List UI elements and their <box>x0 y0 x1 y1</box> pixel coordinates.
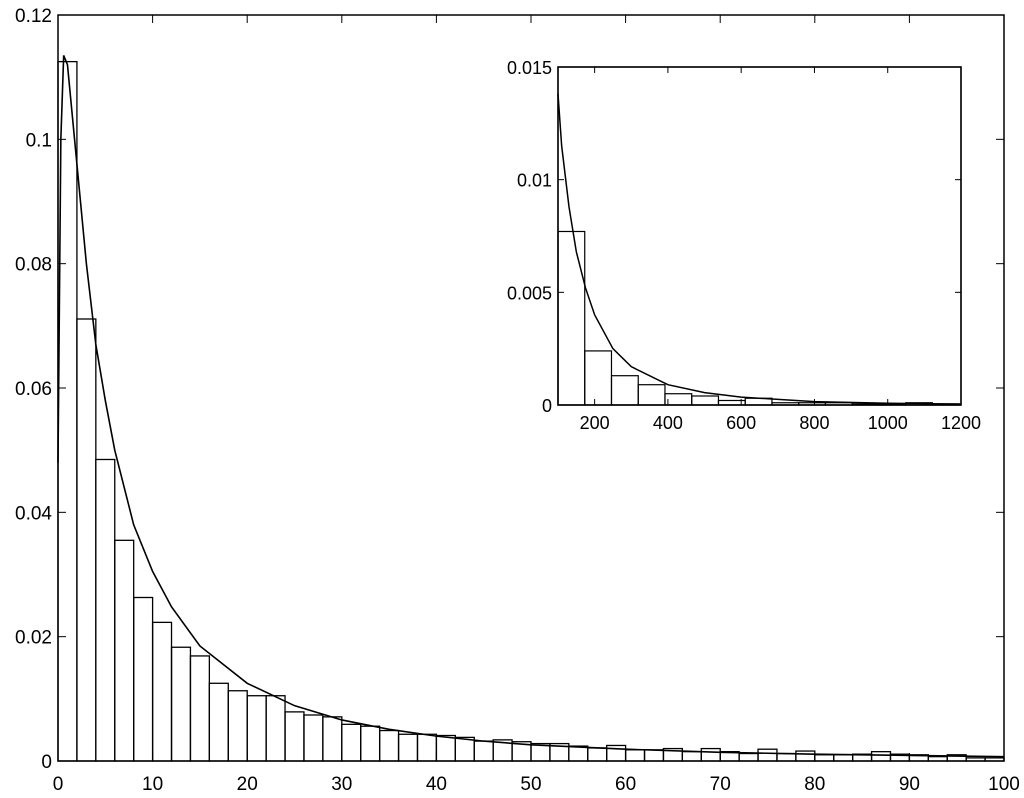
main-bar <box>701 749 720 761</box>
main-bar <box>872 752 891 761</box>
main-x-tick-label: 30 <box>331 774 352 795</box>
inset-x-tick-label: 400 <box>653 413 683 433</box>
main-x-tick-label: 10 <box>142 774 163 795</box>
main-bar <box>474 741 493 761</box>
main-bar <box>834 755 853 761</box>
main-bar <box>626 750 645 761</box>
main-x-tick-label: 0 <box>53 774 64 795</box>
main-x-tick-label: 20 <box>237 774 258 795</box>
main-bar <box>758 749 777 761</box>
main-bar <box>190 656 209 761</box>
inset-x-tick-label: 200 <box>580 413 610 433</box>
main-bar <box>172 647 191 761</box>
main-bar <box>285 712 304 761</box>
main-bar <box>417 734 436 761</box>
main-bar <box>134 598 153 762</box>
main-x-tick-label: 90 <box>899 774 920 795</box>
inset-y-tick-label: 0 <box>542 396 552 416</box>
main-bar <box>739 754 758 761</box>
main-y-tick-label: 0.02 <box>15 628 52 649</box>
main-bar <box>304 715 323 761</box>
main-bar <box>77 319 96 761</box>
main-bar <box>361 726 380 761</box>
main-y-tick-label: 0.06 <box>15 379 52 400</box>
inset-y-tick-label: 0.015 <box>507 58 552 78</box>
main-x-tick-label: 100 <box>988 774 1020 795</box>
main-bar <box>645 750 664 761</box>
main-bar <box>399 734 418 761</box>
main-y-tick-label: 0.04 <box>15 503 52 524</box>
main-bar <box>682 752 701 761</box>
main-bar <box>380 731 399 761</box>
main-bar <box>815 755 834 761</box>
main-x-tick-label: 50 <box>520 774 541 795</box>
main-bar <box>777 754 796 761</box>
main-bar <box>266 696 285 761</box>
main-x-tick-label: 80 <box>804 774 825 795</box>
main-bar <box>796 751 815 761</box>
inset-x-tick-label: 1200 <box>941 413 981 433</box>
main-y-tick-label: 0.08 <box>15 255 52 276</box>
main-bar <box>115 540 134 761</box>
main-bar <box>436 736 455 761</box>
main-bar <box>342 724 361 761</box>
main-bar <box>455 737 474 761</box>
main-y-tick-label: 0.1 <box>26 130 52 151</box>
main-y-tick-label: 0 <box>41 752 52 773</box>
inset-x-tick-label: 600 <box>726 413 756 433</box>
inset-y-tick-label: 0.005 <box>507 283 552 303</box>
main-bar <box>228 691 247 761</box>
main-bar <box>247 696 266 761</box>
main-bar <box>569 746 588 761</box>
main-x-tick-label: 70 <box>710 774 731 795</box>
main-bar <box>209 683 228 761</box>
inset-plot: 200 400 600 800 1000 1200 0 0.005 0.01 0.015 <box>507 58 981 433</box>
inset-y-tick-label: 0.01 <box>517 171 552 191</box>
main-bar <box>153 622 172 761</box>
main-y-tick-label: 0.12 <box>15 6 52 27</box>
main-x-tick-label: 40 <box>426 774 447 795</box>
inset-x-tick-label: 1000 <box>868 413 908 433</box>
inset-x-tick-label: 800 <box>799 413 829 433</box>
main-x-tick-label: 60 <box>615 774 636 795</box>
main-bar <box>323 717 342 761</box>
main-bar <box>588 748 607 761</box>
main-bar <box>96 459 115 761</box>
